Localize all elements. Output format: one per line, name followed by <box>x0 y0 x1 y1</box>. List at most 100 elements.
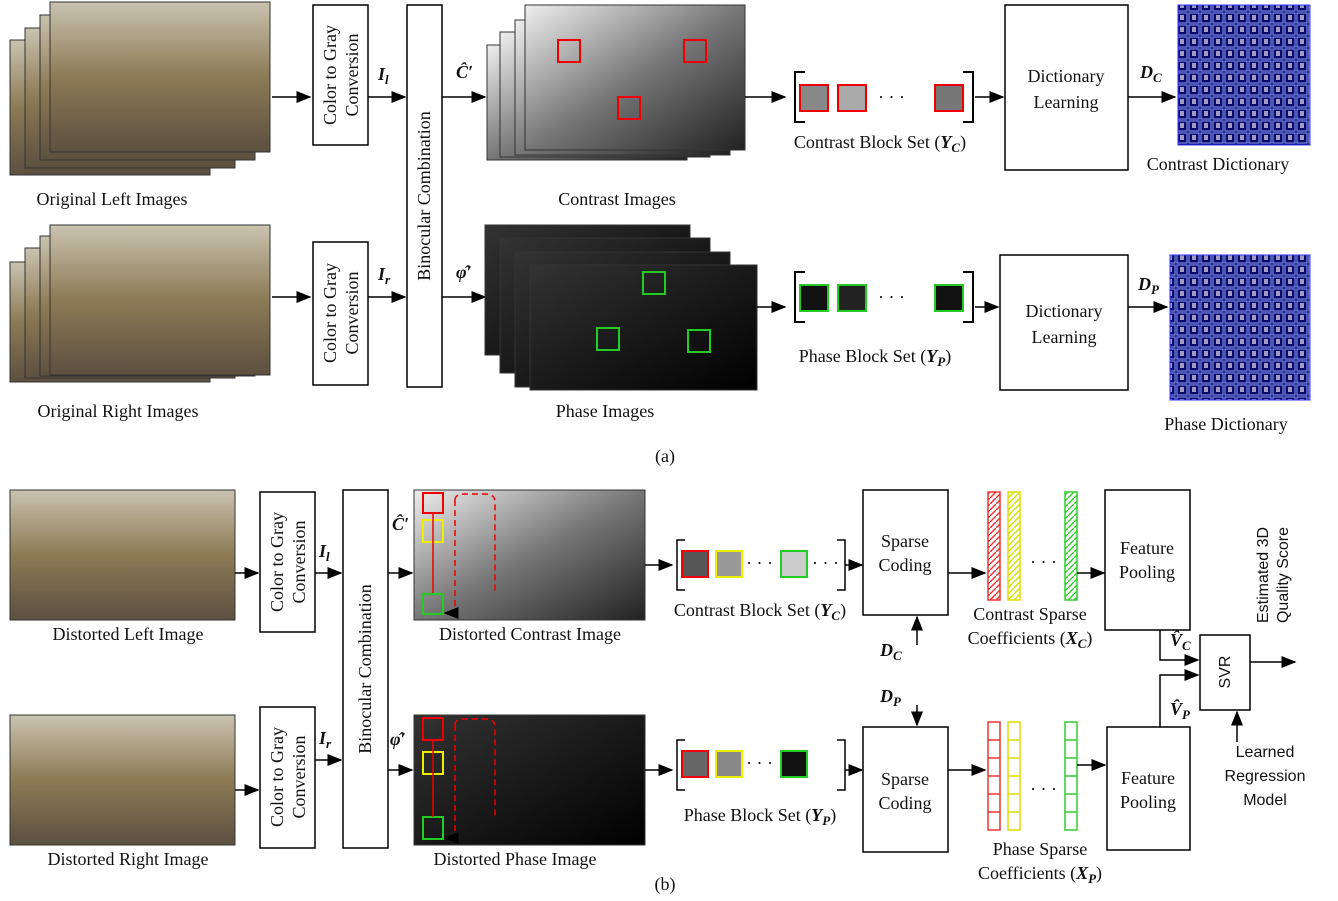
ellipsis: · · · <box>746 753 773 773</box>
text-part: P <box>893 694 902 709</box>
block-set-label: Contrast Block Set (YC) <box>674 600 846 623</box>
text-part: C <box>831 608 840 623</box>
caption: Distorted Contrast Image <box>439 624 621 644</box>
text-part: Conversion <box>342 34 362 117</box>
text-part: P <box>1151 282 1160 297</box>
diagram: Original Left Images Original Right Imag… <box>0 0 1338 901</box>
text-part: X <box>1075 863 1089 883</box>
panel-label: (b) <box>655 874 676 895</box>
block-set-label: Phase Block Set (YP) <box>684 805 836 828</box>
symbol: Ir <box>318 728 332 751</box>
text-part: r <box>326 736 332 751</box>
text-part: D <box>1137 274 1151 294</box>
symbol: V̂C <box>1170 630 1191 653</box>
text-part: Conversion <box>289 736 309 819</box>
text-part: D <box>879 686 893 706</box>
ellipsis: · · · <box>1030 552 1057 572</box>
text-part: ) <box>840 600 846 621</box>
symbol: DC <box>879 640 902 663</box>
text-part: Pooling <box>1119 562 1175 582</box>
text-part: ) <box>1086 628 1092 649</box>
text-part: C <box>951 140 960 155</box>
text-part: Contrast Block Set ( <box>674 600 821 621</box>
symbol: DP <box>1137 274 1160 297</box>
caption: Distorted Left Image <box>53 624 204 644</box>
ellipsis: · · · <box>746 553 773 573</box>
text-part: Color to Gray <box>267 512 287 612</box>
text-part: Sparse <box>881 531 929 551</box>
symbol: Il <box>377 64 389 87</box>
symbol: Il <box>318 541 330 564</box>
text-part: Pooling <box>1120 792 1176 812</box>
text-part: Coefficients ( <box>968 628 1066 649</box>
text-part: X <box>1065 628 1079 648</box>
text-part: D <box>879 640 893 660</box>
text-part: C <box>1078 636 1087 651</box>
text-part: Learned <box>1236 744 1295 761</box>
text-part: Feature <box>1121 768 1175 788</box>
symbol: Ĉ′ <box>392 513 409 534</box>
panel-label: (a) <box>655 446 675 467</box>
caption: Phase Images <box>556 401 654 421</box>
text-part: Color to Gray <box>320 263 340 363</box>
text-part: ) <box>1096 863 1102 884</box>
text-part: Model <box>1243 792 1287 809</box>
caption: Distorted Right Image <box>48 849 209 869</box>
text-part: Conversion <box>342 272 362 355</box>
text-part: C <box>1182 638 1191 653</box>
symbol: φ̂′ <box>456 262 472 282</box>
caption: Phase Dictionary <box>1164 414 1287 434</box>
binocular-label: Binocular Combination <box>355 584 375 753</box>
symbol: V̂P <box>1170 699 1191 722</box>
text-part: Phase Block Set ( <box>799 346 927 367</box>
svr-label: SVR <box>1217 656 1234 689</box>
text-part: Feature <box>1120 538 1174 558</box>
caption: Distorted Phase Image <box>434 849 597 869</box>
text-part: l <box>385 72 389 87</box>
symbol: DC <box>1139 62 1162 85</box>
ellipsis: · · · <box>878 287 905 307</box>
text-part: Color to Gray <box>320 25 340 125</box>
text-part: Phase Block Set ( <box>684 805 812 826</box>
text-part: Color to Gray <box>267 727 287 827</box>
symbol: Ĉ′ <box>456 61 473 82</box>
caption: Contrast Dictionary <box>1147 154 1289 174</box>
text-part: Estimated 3D <box>1255 527 1272 623</box>
text-part: ) <box>960 132 966 153</box>
binocular-label: Binocular Combination <box>414 111 434 280</box>
text-part: Coding <box>878 793 931 813</box>
text-part: Learning <box>1034 92 1099 112</box>
text-part: ) <box>945 346 951 367</box>
text-part: ) <box>830 805 836 826</box>
text-part: Coefficients ( <box>978 863 1076 884</box>
caption: Original Right Images <box>38 401 199 421</box>
text-part: Coding <box>878 555 931 575</box>
symbol: DP <box>879 686 902 709</box>
text-part: Contrast Block Set ( <box>794 132 941 153</box>
text-part: D <box>1139 62 1153 82</box>
part-b: Distorted Left Image Distorted Right Ima… <box>10 490 1305 895</box>
text-part: Regression <box>1225 768 1306 785</box>
text-part: Quality Score <box>1275 527 1292 623</box>
block-set-label: Contrast Block Set (YC) <box>794 132 966 155</box>
text-part: Contrast Sparse <box>973 604 1086 624</box>
text-part: Dictionary <box>1028 66 1105 86</box>
text-part: r <box>385 272 391 287</box>
text-part: P <box>1182 707 1191 722</box>
model-label: Learned Regression Model <box>1225 744 1306 809</box>
text-part: l <box>326 549 330 564</box>
text-part: Phase Sparse <box>993 839 1087 859</box>
text-part: Learning <box>1032 327 1097 347</box>
ellipsis: · · · <box>812 553 839 573</box>
part-a: Original Left Images Original Right Imag… <box>10 2 1310 467</box>
text-part: C <box>893 648 902 663</box>
symbol: Ir <box>377 264 391 287</box>
caption: Contrast Images <box>558 189 675 209</box>
text-part: Dictionary <box>1026 301 1103 321</box>
coeff-label: Contrast Sparse Coefficients (XC) <box>968 604 1093 651</box>
caption: Original Left Images <box>37 189 188 209</box>
block-set-label: Phase Block Set (YP) <box>799 346 951 369</box>
symbol: φ̂′ <box>390 729 406 749</box>
